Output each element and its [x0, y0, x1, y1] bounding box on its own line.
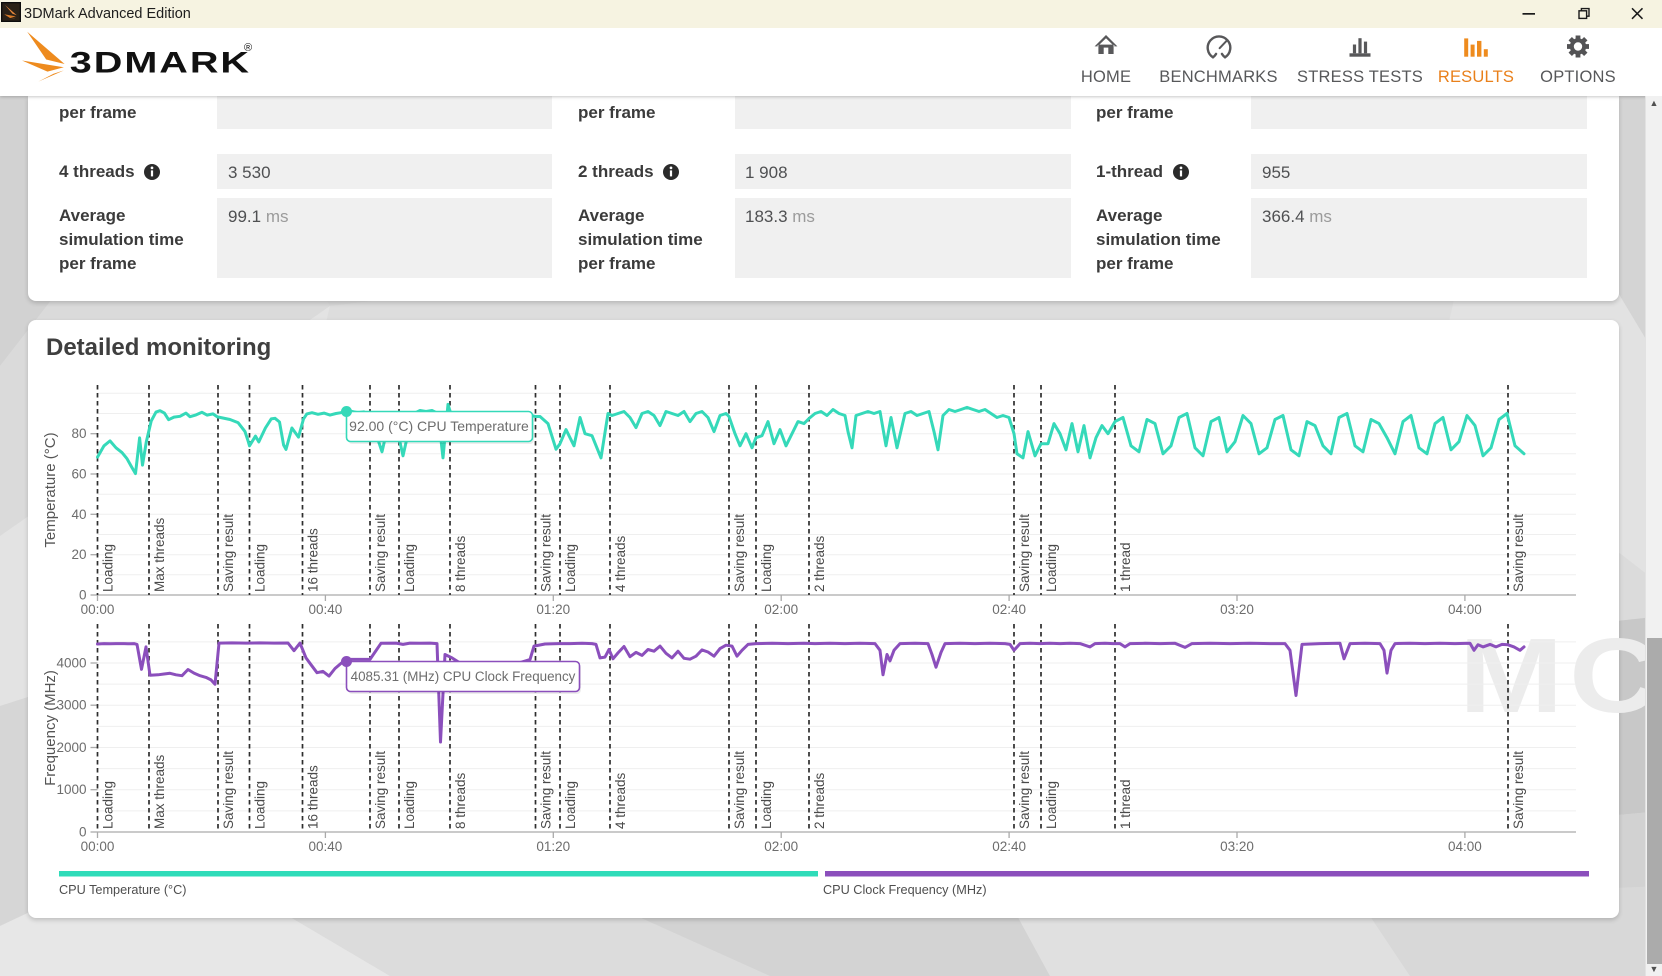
- svg-text:01:20: 01:20: [536, 602, 570, 617]
- svg-text:Loading: Loading: [101, 781, 116, 829]
- svg-text:Loading: Loading: [402, 781, 417, 829]
- svg-text:8 threads: 8 threads: [453, 772, 468, 829]
- svg-text:0: 0: [79, 825, 87, 840]
- svg-text:CPU Temperature (°C): CPU Temperature (°C): [59, 883, 187, 897]
- svg-text:20: 20: [71, 547, 86, 562]
- svg-text:2000: 2000: [56, 740, 86, 755]
- svg-text:2 threads: 2 threads: [812, 535, 827, 592]
- svg-text:1 thread: 1 thread: [1118, 779, 1133, 829]
- svg-text:Max threads: Max threads: [152, 517, 167, 592]
- svg-text:Loading: Loading: [253, 781, 268, 829]
- svg-text:Saving result: Saving result: [1511, 751, 1526, 829]
- svg-text:8 threads: 8 threads: [453, 535, 468, 592]
- svg-text:1000: 1000: [56, 782, 86, 797]
- svg-text:04:00: 04:00: [1448, 839, 1482, 854]
- svg-text:Saving result: Saving result: [373, 751, 388, 829]
- svg-text:00:40: 00:40: [309, 602, 343, 617]
- svg-text:Loading: Loading: [402, 544, 417, 592]
- svg-text:4 threads: 4 threads: [613, 772, 628, 829]
- svg-text:00:40: 00:40: [309, 839, 343, 854]
- svg-text:Saving result: Saving result: [373, 514, 388, 592]
- svg-text:2 threads: 2 threads: [812, 772, 827, 829]
- svg-text:92.00 (°C) CPU Temperature: 92.00 (°C) CPU Temperature: [349, 418, 529, 434]
- svg-text:04:00: 04:00: [1448, 602, 1482, 617]
- svg-text:Saving result: Saving result: [1017, 514, 1032, 592]
- svg-text:Saving result: Saving result: [732, 751, 747, 829]
- svg-text:Saving result: Saving result: [539, 514, 554, 592]
- svg-text:4000: 4000: [56, 656, 86, 671]
- svg-text:®: ®: [244, 42, 252, 54]
- svg-text:Loading: Loading: [253, 544, 268, 592]
- svg-text:02:40: 02:40: [992, 602, 1026, 617]
- svg-text:CPU Clock Frequency (MHz): CPU Clock Frequency (MHz): [823, 883, 987, 897]
- svg-text:02:00: 02:00: [764, 839, 798, 854]
- svg-text:Loading: Loading: [563, 544, 578, 592]
- svg-text:03:20: 03:20: [1220, 602, 1254, 617]
- svg-text:03:20: 03:20: [1220, 839, 1254, 854]
- svg-text:00:00: 00:00: [81, 839, 115, 854]
- svg-text:Loading: Loading: [1044, 781, 1059, 829]
- svg-text:80: 80: [71, 426, 86, 441]
- svg-text:Saving result: Saving result: [732, 514, 747, 592]
- svg-text:02:00: 02:00: [764, 602, 798, 617]
- svg-text:Loading: Loading: [759, 781, 774, 829]
- svg-text:Saving result: Saving result: [1511, 514, 1526, 592]
- svg-text:Saving result: Saving result: [1017, 751, 1032, 829]
- svg-text:Saving result: Saving result: [221, 751, 236, 829]
- svg-text:0: 0: [79, 588, 87, 603]
- svg-text:Temperature (°C): Temperature (°C): [42, 432, 59, 547]
- svg-text:60: 60: [71, 467, 86, 482]
- svg-text:3000: 3000: [56, 698, 86, 713]
- svg-text:40: 40: [71, 507, 86, 522]
- svg-text:Saving result: Saving result: [221, 514, 236, 592]
- svg-text:16 threads: 16 threads: [306, 765, 321, 829]
- svg-text:Loading: Loading: [101, 544, 116, 592]
- svg-text:01:20: 01:20: [536, 839, 570, 854]
- svg-text:Loading: Loading: [1044, 544, 1059, 592]
- svg-text:3DMARK: 3DMARK: [70, 46, 251, 79]
- svg-text:Max threads: Max threads: [152, 754, 167, 829]
- svg-text:Frequency (MHz): Frequency (MHz): [42, 670, 59, 786]
- svg-text:Loading: Loading: [563, 781, 578, 829]
- svg-text:1 thread: 1 thread: [1118, 542, 1133, 592]
- svg-text:4 threads: 4 threads: [613, 535, 628, 592]
- svg-text:00:00: 00:00: [81, 602, 115, 617]
- svg-text:02:40: 02:40: [992, 839, 1026, 854]
- svg-text:Saving result: Saving result: [539, 751, 554, 829]
- svg-text:16 threads: 16 threads: [306, 528, 321, 592]
- svg-text:4085.31 (MHz) CPU Clock Freque: 4085.31 (MHz) CPU Clock Frequency: [351, 669, 576, 684]
- svg-text:Loading: Loading: [759, 544, 774, 592]
